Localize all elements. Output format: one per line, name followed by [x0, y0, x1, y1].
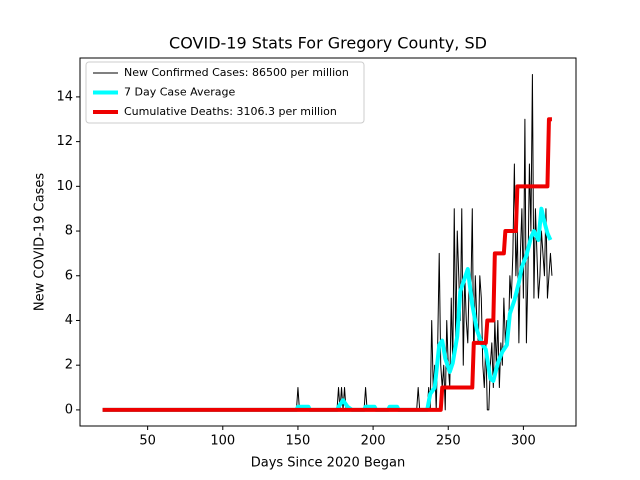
x-tick-label: 150 [286, 434, 311, 449]
y-tick-label: 4 [65, 313, 73, 328]
y-tick-label: 8 [65, 224, 73, 239]
series-line [102, 117, 552, 412]
y-tick-label: 14 [56, 89, 73, 104]
y-axis-label: New COVID-19 Cases [33, 173, 48, 311]
y-tick-label: 6 [65, 268, 73, 283]
plot-frame [79, 57, 577, 427]
legend-label: Cumulative Deaths: 3106.3 per million [124, 105, 337, 118]
x-tick-label: 50 [139, 434, 156, 449]
y-tick-label: 2 [65, 358, 73, 373]
x-tick-label: 300 [511, 434, 536, 449]
x-tick-label: 200 [361, 434, 386, 449]
y-tick-label: 0 [65, 402, 73, 417]
series-line [102, 206, 553, 412]
legend-box [85, 61, 365, 124]
y-tick-label: 10 [56, 179, 73, 194]
legend-label: New Confirmed Cases: 86500 per million [124, 66, 349, 79]
chart-title: COVID-19 Stats For Gregory County, SD [169, 34, 487, 53]
y-tick-label: 12 [56, 134, 73, 149]
x-axis-label: Days Since 2020 Began [251, 456, 406, 471]
legend-label: 7 Day Case Average [124, 86, 236, 99]
x-tick-label: 250 [436, 434, 461, 449]
x-tick-label: 100 [210, 434, 235, 449]
